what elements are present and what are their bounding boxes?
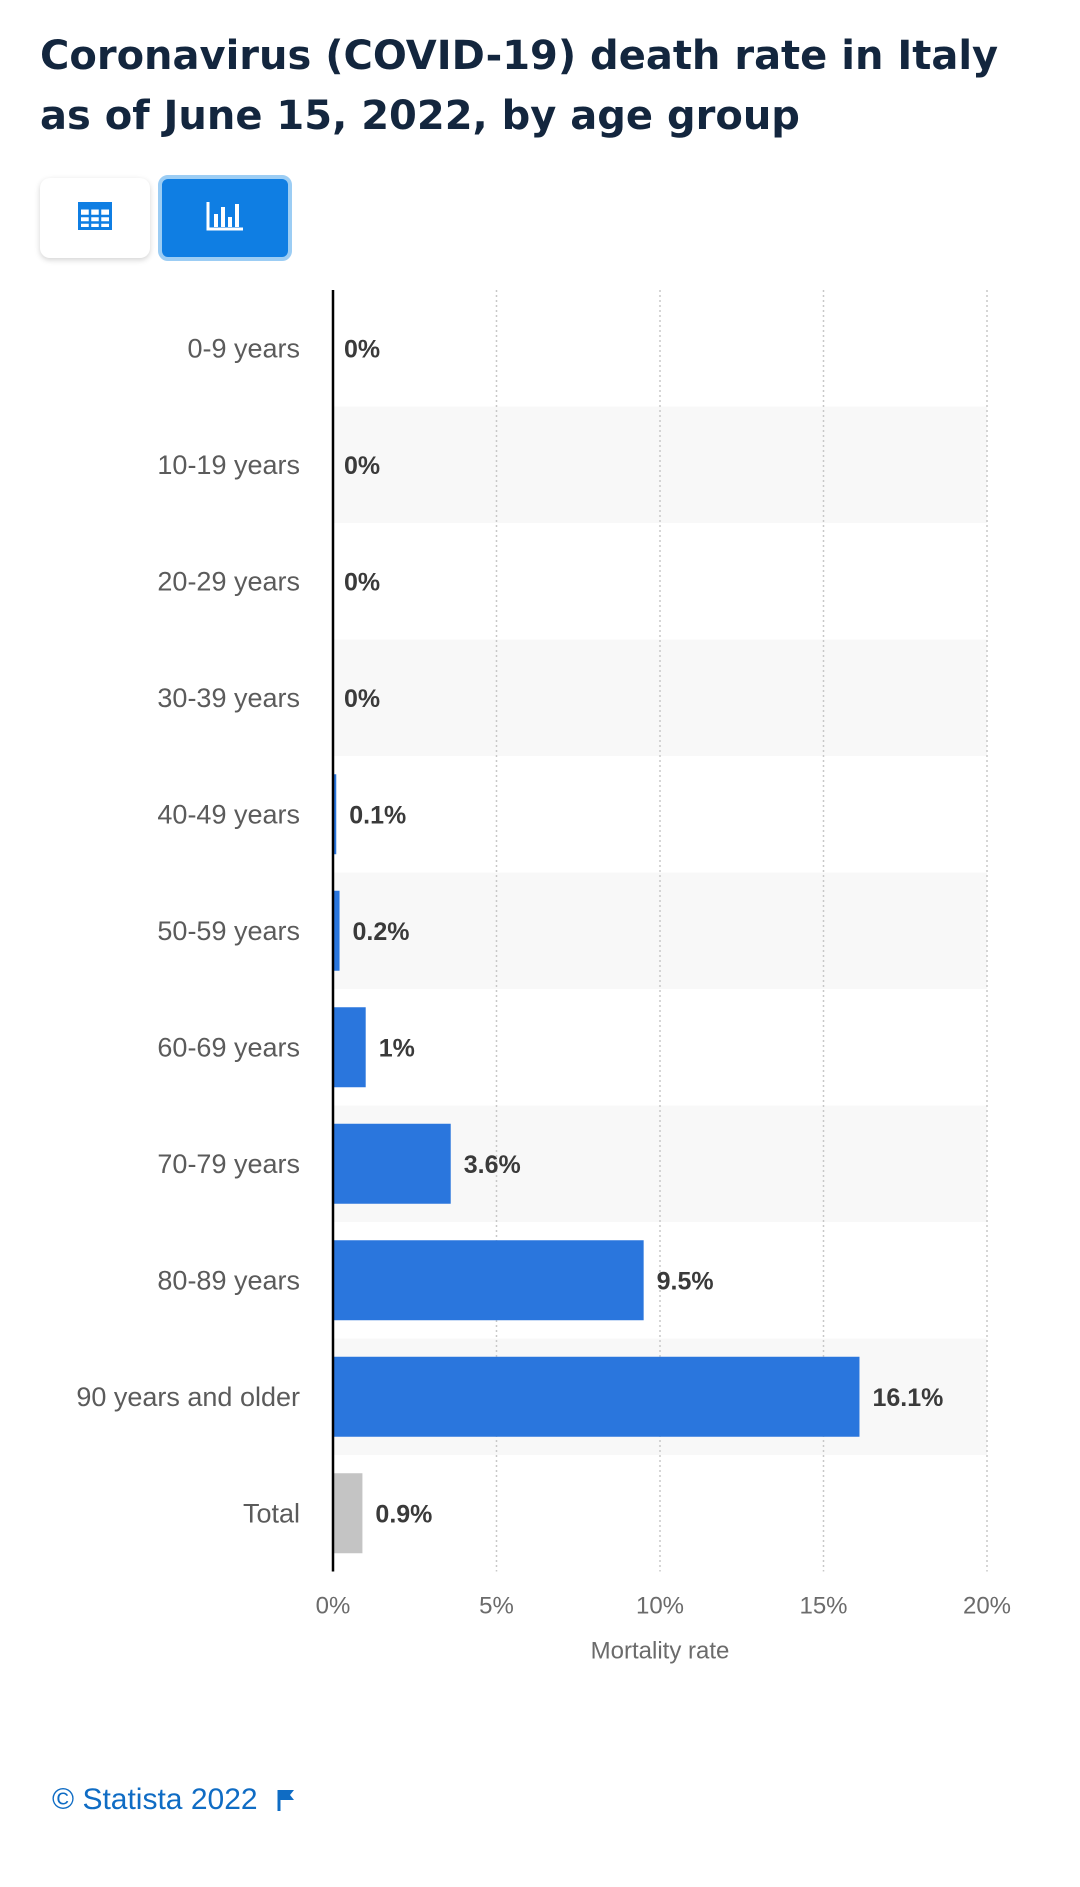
category-labels: 0-9 years 10-19 years 20-29 years 30-39 yea… xyxy=(76,333,300,1528)
x-axis-title: Mortality rate xyxy=(591,1638,730,1665)
chart-title: Coronavirus (COVID-19) death rate in Ita… xyxy=(40,33,999,139)
bar[interactable] xyxy=(333,890,340,971)
chart-view-button[interactable] xyxy=(158,175,292,261)
bar[interactable] xyxy=(333,774,337,855)
table-icon xyxy=(78,201,112,235)
bar[interactable] xyxy=(333,1123,451,1204)
bar-value-label: 0.2% xyxy=(353,918,410,946)
bar-value-label: 1% xyxy=(379,1034,415,1062)
bar[interactable] xyxy=(333,1473,363,1554)
bar-value-label: 0.9% xyxy=(375,1500,432,1528)
bar-value-label: 0% xyxy=(344,335,380,363)
bar[interactable] xyxy=(333,1240,644,1321)
category-label: 0-9 years xyxy=(187,333,300,363)
category-label: 50-59 years xyxy=(157,916,300,946)
flag-icon[interactable] xyxy=(276,1788,296,1812)
x-tick-label: 0% xyxy=(316,1593,351,1620)
x-tick-label: 20% xyxy=(963,1593,1011,1620)
x-tick-label: 15% xyxy=(799,1593,847,1620)
bar-value-label: 3.6% xyxy=(464,1151,521,1179)
bar-value-label: 0% xyxy=(344,568,380,596)
view-toggle xyxy=(40,175,292,261)
bar-chart-icon xyxy=(206,201,244,236)
bar-labels: 0% 0% 0% 0% 0.1% 0.2% 1% 3.6% 9.5% 16.1% 0.9% xyxy=(344,335,943,1528)
category-label: 90 years and older xyxy=(76,1382,300,1412)
bar-value-label: 0.1% xyxy=(349,801,406,829)
category-label: Total xyxy=(243,1498,300,1528)
bar[interactable] xyxy=(333,1007,366,1088)
category-label: 60-69 years xyxy=(157,1032,300,1062)
bar-value-label: 16.1% xyxy=(872,1384,943,1412)
copyright-link[interactable]: © Statista 2022 xyxy=(52,1783,258,1816)
category-label: 30-39 years xyxy=(157,683,300,713)
x-tick-label: 10% xyxy=(636,1593,684,1620)
bar-value-label: 9.5% xyxy=(657,1267,714,1295)
bars xyxy=(333,774,860,1554)
category-label: 20-29 years xyxy=(157,566,300,596)
table-view-button[interactable] xyxy=(40,178,150,258)
bar[interactable] xyxy=(333,1356,860,1437)
bar-chart: 0% 0% 0% 0% 0.1% 0.2% 1% 3.6% 9.5% 16.1% 0.9% 0-9 … xyxy=(76,290,1011,1665)
category-label: 40-49 years xyxy=(157,799,300,829)
x-tick-label: 5% xyxy=(479,1593,514,1620)
bar-value-label: 0% xyxy=(344,452,380,480)
x-tick-labels: 0% 5% 10% 15% 20% xyxy=(316,1593,1011,1620)
category-label: 70-79 years xyxy=(157,1149,300,1179)
bar-value-label: 0% xyxy=(344,685,380,713)
category-label: 80-89 years xyxy=(157,1265,300,1295)
footer: © Statista 2022 xyxy=(52,1783,296,1817)
category-label: 10-19 years xyxy=(157,450,300,480)
gridlines xyxy=(495,290,988,1572)
